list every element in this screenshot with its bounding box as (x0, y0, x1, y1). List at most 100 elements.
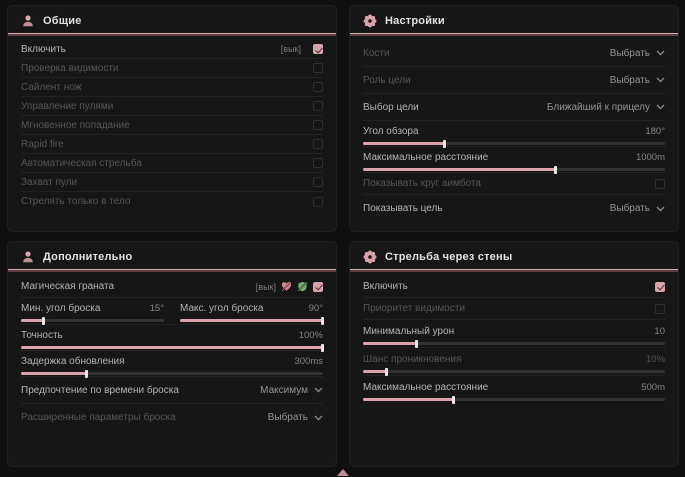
slider-label: Макс. угол броска (180, 303, 264, 314)
person-icon (23, 251, 33, 263)
dropdown-value: Максимум (260, 384, 308, 396)
toggle-label: Стрелять только в тело (21, 196, 131, 207)
slider-track[interactable] (363, 139, 665, 148)
toggle-row-visibility-priority[interactable]: Приоритет видимости (363, 298, 665, 320)
slider-thumb[interactable] (554, 165, 558, 174)
heart-off-icon[interactable] (281, 281, 292, 292)
slider-value: 10 (654, 326, 665, 337)
dropdown-row-target-role[interactable]: Роль цели Выбрать (363, 67, 665, 94)
slider-row-max-throw-angle: Макс. угол броска 90° (180, 298, 324, 325)
toggle-label: Включить (363, 281, 408, 292)
dropdown-row-bones[interactable]: Кости Выбрать (363, 40, 665, 67)
slider-fill (21, 316, 45, 325)
checkbox[interactable] (313, 158, 323, 168)
slider-thumb[interactable] (442, 139, 446, 148)
slider-thumb[interactable] (321, 343, 324, 352)
slider-fill (363, 339, 419, 348)
slider-row-max-distance: Максимальное расстояние 1000m (363, 147, 665, 174)
panel-settings: Настройки Кости Выбрать Роль цели Выбрат… (350, 6, 678, 231)
slider-fill (21, 343, 324, 352)
slider-row-min-throw-angle: Мин. угол броска 15° (21, 298, 164, 325)
slider-thumb[interactable] (385, 367, 389, 376)
dropdown-row-throw-time-pref[interactable]: Предпочтение по времени броска Максимум (21, 377, 323, 404)
slider-fill (363, 165, 558, 174)
slider-thumb[interactable] (321, 316, 324, 325)
toggle-row-show-aimbot-circle[interactable]: Показывать круг аимбота (363, 173, 665, 195)
slider-track[interactable] (21, 343, 324, 352)
header-divider (8, 33, 336, 36)
slider-thumb[interactable] (41, 316, 45, 325)
slider-row-accuracy: Точность 100% (21, 325, 324, 352)
slider-label: Точность (21, 330, 63, 341)
chevron-down-icon (656, 104, 665, 110)
checkbox[interactable] (313, 101, 323, 111)
slider-track[interactable] (21, 316, 164, 325)
header-divider (350, 269, 678, 272)
toggle-row-bullet-control[interactable]: Управление пулями (21, 97, 323, 116)
slider-row-penetration-chance: Шанс проникновения 10% (363, 348, 665, 376)
slider-track[interactable] (363, 165, 665, 174)
toggle-row-rapid-fire[interactable]: Rapid fire (21, 135, 323, 154)
slider-track[interactable] (363, 367, 665, 376)
slider-track[interactable] (180, 316, 324, 325)
dropdown-row-advanced-throw-params[interactable]: Расширенные параметры броска Выбрать (21, 404, 323, 431)
checkbox[interactable] (313, 196, 323, 207)
checkbox[interactable] (313, 44, 323, 54)
slider-label: Шанс проникновения (363, 354, 462, 365)
panel-title: Стрельба через стены (385, 251, 513, 263)
slider-label: Минимальный урон (363, 326, 455, 337)
slider-track[interactable] (363, 395, 665, 404)
toggle-label: Rapid fire (21, 138, 64, 150)
toggle-row-magic-grenade[interactable]: Магическая граната [вык] (21, 276, 323, 298)
checkbox[interactable] (655, 281, 665, 292)
slider-track[interactable] (21, 369, 323, 378)
slider-value: 300ms (294, 356, 323, 367)
gear-flower-icon (363, 250, 377, 264)
checkbox[interactable] (655, 178, 665, 189)
toggle-label: Магическая граната (21, 281, 115, 292)
panel-title: Общие (43, 15, 82, 27)
chevron-down-icon (656, 77, 665, 83)
dropdown-label: Показывать цель (363, 203, 443, 214)
checkbox[interactable] (313, 120, 323, 130)
panel-general-header: Общие (21, 6, 323, 33)
slider-value: 1000m (635, 152, 665, 163)
dropdown-row-show-target[interactable]: Показывать цель Выбрать (363, 195, 665, 222)
slider-row-fov: Угол обзора 180° (363, 121, 665, 148)
mini-slider-row: Мин. угол броска 15° Макс. угол броска 9… (21, 298, 324, 325)
toggle-row-silent-knife[interactable]: Сайлент нож (21, 78, 323, 97)
toggle-label: Проверка видимости (21, 62, 119, 74)
slider-thumb[interactable] (85, 369, 89, 378)
toggle-row-enable[interactable]: Включить (363, 276, 665, 298)
dropdown-row-target-select[interactable]: Выбор цели Ближайший к прицелу (363, 94, 665, 121)
panel-extra-header: Дополнительно (21, 242, 323, 269)
toggle-row-body-only[interactable]: Стрелять только в тело (21, 192, 323, 211)
slider-value: 10% (645, 354, 665, 365)
panel-title: Настройки (385, 15, 445, 27)
toggle-row-enable[interactable]: Включить [вык] (21, 40, 323, 59)
chevron-down-icon (314, 387, 323, 393)
toggle-label: Управление пулями (21, 100, 114, 112)
slider-label: Максимальное расстояние (363, 382, 489, 393)
checkbox[interactable] (313, 177, 323, 187)
shield-off-icon[interactable] (297, 281, 308, 292)
slider-value: 15° (149, 303, 164, 314)
toggle-row-auto-fire[interactable]: Автоматическая стрельба (21, 154, 323, 173)
slider-value: 180° (645, 126, 665, 137)
keybind-label: [вык] (280, 44, 301, 54)
toggle-row-instant-hit[interactable]: Мгновенное попадание (21, 116, 323, 135)
checkbox[interactable] (313, 139, 323, 149)
checkbox[interactable] (313, 82, 323, 92)
checkbox[interactable] (313, 281, 323, 292)
toggle-row-visibility-check[interactable]: Проверка видимости (21, 59, 323, 78)
slider-value: 100% (298, 330, 323, 341)
checkbox[interactable] (313, 63, 323, 73)
scroll-indicator-icon[interactable] (337, 469, 349, 476)
toggle-row-bullet-capture[interactable]: Захват пули (21, 173, 323, 192)
chevron-down-icon (656, 50, 665, 56)
slider-track[interactable] (363, 339, 665, 348)
dropdown-label: Расширенные параметры броска (21, 412, 176, 423)
slider-thumb[interactable] (415, 339, 419, 348)
checkbox[interactable] (655, 303, 665, 314)
slider-thumb[interactable] (451, 395, 455, 404)
